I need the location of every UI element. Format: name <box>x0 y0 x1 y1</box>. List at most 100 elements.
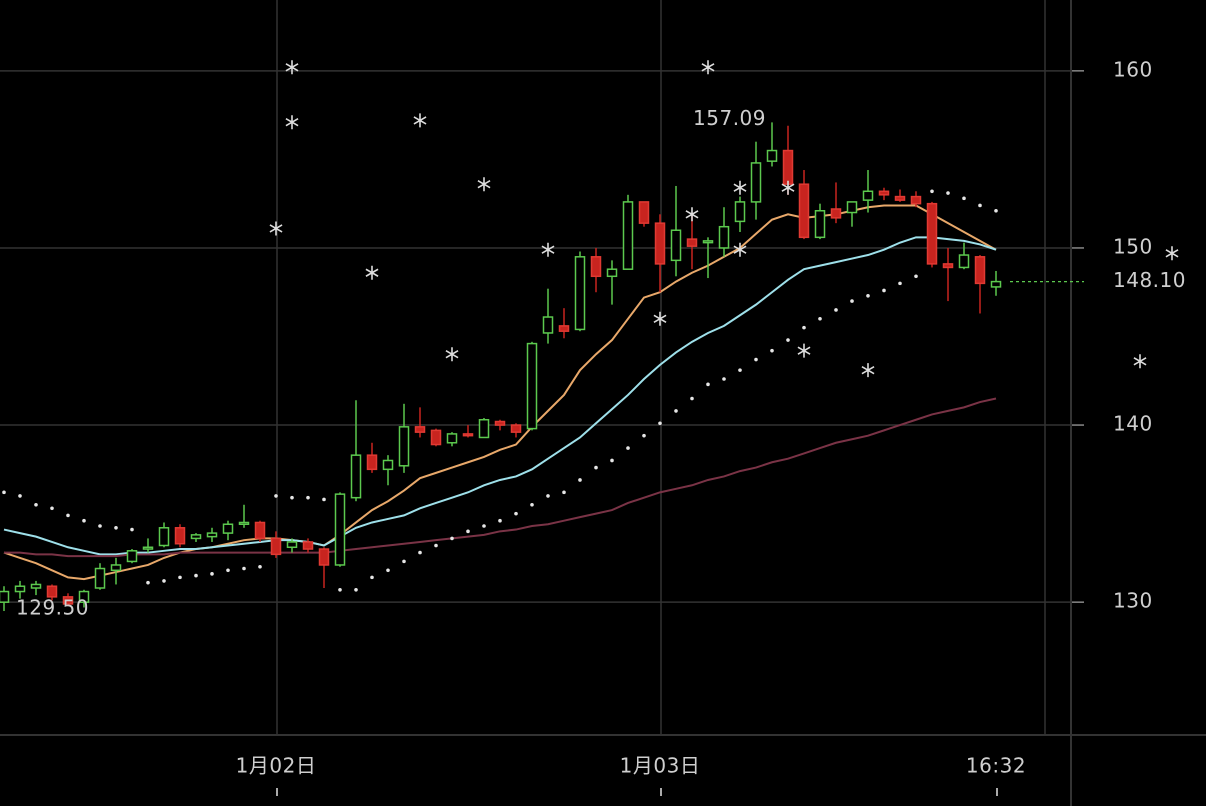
marker <box>701 60 715 75</box>
sar-dot <box>834 308 838 312</box>
candle-body <box>334 493 346 566</box>
sar-dot <box>434 543 438 548</box>
candle-body <box>718 225 730 249</box>
marker <box>733 180 747 195</box>
sar-dot <box>754 357 758 362</box>
candle-body <box>590 256 602 278</box>
sar-dot <box>546 494 550 498</box>
y-tick-label: 130 <box>1113 589 1153 613</box>
y-tick-label: 150 <box>1113 234 1153 258</box>
sar-dot <box>242 566 246 571</box>
sar-dot <box>898 281 902 286</box>
sar-dot <box>866 293 870 298</box>
candle-body <box>366 454 378 471</box>
sar-dot <box>978 203 982 208</box>
candle-body <box>574 256 586 331</box>
sar-dot <box>274 494 278 498</box>
sar-dot <box>530 502 534 507</box>
sar-dot <box>802 325 806 330</box>
y-tick-label: 140 <box>1113 412 1153 436</box>
sar-dot <box>50 506 54 511</box>
marker <box>413 113 427 128</box>
sar-dot <box>450 536 454 541</box>
sar-dot <box>946 191 950 195</box>
candle-body <box>478 418 490 439</box>
marker <box>365 265 379 280</box>
candle-body <box>782 149 794 185</box>
x-tick-label: 1月02日 <box>236 754 317 778</box>
candle-body <box>446 433 458 444</box>
sar-dot <box>370 575 374 580</box>
ma-line <box>3 204 997 581</box>
sar-dot <box>770 348 774 353</box>
sar-dot <box>322 497 326 502</box>
ma-line <box>4 397 997 558</box>
sar-dot <box>674 409 678 413</box>
sar-dot <box>498 518 502 523</box>
marker <box>653 311 667 326</box>
sar-dot <box>594 465 598 470</box>
candle-body <box>110 564 122 572</box>
last-price-label: 148.10 <box>1113 268 1186 292</box>
candle-body <box>670 229 682 262</box>
candle-body <box>750 162 762 203</box>
candle-body <box>222 523 234 534</box>
sar-dot <box>82 518 86 523</box>
marker <box>797 343 811 358</box>
sar-dot <box>514 511 518 516</box>
sar-dot <box>18 494 22 498</box>
candle-body <box>206 532 218 538</box>
candle-body <box>702 240 714 244</box>
sar-dot <box>722 377 726 381</box>
candle-body <box>686 238 698 247</box>
sar-dot <box>818 316 822 321</box>
x-tick-label: 16:32 <box>966 754 1026 778</box>
candle-body <box>606 268 618 278</box>
x-tick-label: 1月03日 <box>620 754 701 778</box>
sar-dot <box>210 572 214 576</box>
candle-body <box>862 190 874 201</box>
candle-body <box>558 325 570 332</box>
sar-dot <box>642 433 646 438</box>
candle-body <box>974 256 986 285</box>
candle-body <box>318 548 330 566</box>
candle-body <box>398 426 410 467</box>
candle-body <box>94 567 106 589</box>
sar-dot <box>658 421 662 426</box>
candle-body <box>542 316 554 334</box>
marker <box>541 242 555 257</box>
marker <box>445 347 459 362</box>
marker <box>269 221 283 236</box>
candle-body <box>142 546 154 550</box>
min-label: 129.50 <box>16 596 89 620</box>
candle-body <box>46 585 58 598</box>
max-label: 157.09 <box>693 106 766 130</box>
candle-body <box>14 585 26 593</box>
candle-body <box>62 596 74 605</box>
candle-body <box>350 454 362 499</box>
candle-body <box>238 521 250 525</box>
candle-body <box>0 590 10 603</box>
marker <box>1165 246 1179 261</box>
candle-body <box>254 521 266 540</box>
candle-body <box>798 183 810 239</box>
marker <box>285 60 299 75</box>
sar-dot <box>258 564 262 569</box>
candle-body <box>526 342 538 430</box>
sar-dot <box>706 382 710 387</box>
candle-body <box>830 208 842 219</box>
marker <box>477 177 491 192</box>
sar-dot <box>338 587 342 592</box>
sar-dot <box>914 274 918 279</box>
sar-dot <box>194 573 198 578</box>
candle-body <box>766 149 778 162</box>
marker <box>685 207 699 222</box>
candle-body <box>638 201 650 224</box>
sar-dot <box>962 196 966 201</box>
sar-dot <box>850 299 854 303</box>
marker <box>861 363 875 378</box>
candle-body <box>126 550 138 563</box>
candle-body <box>942 263 954 269</box>
